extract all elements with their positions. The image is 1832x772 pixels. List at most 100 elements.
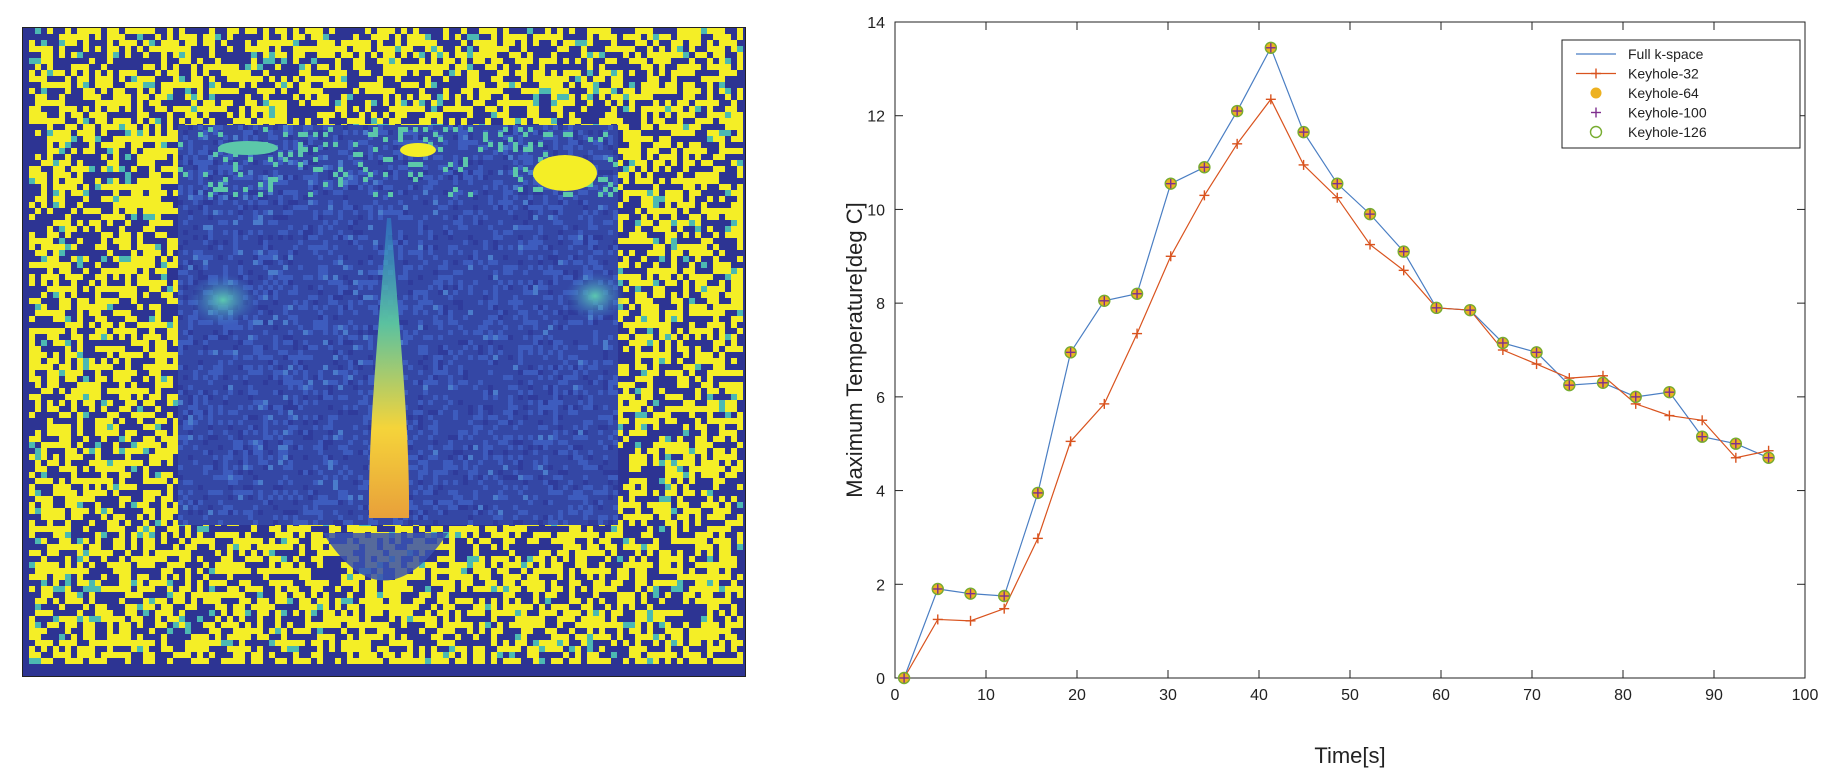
data-point	[1199, 190, 1210, 201]
data-point	[1697, 415, 1708, 426]
x-tick-label: 60	[1432, 687, 1450, 704]
data-point	[1298, 159, 1309, 170]
data-point	[1763, 452, 1774, 463]
data-point	[932, 583, 943, 594]
data-point	[1664, 387, 1675, 398]
mri-image	[23, 28, 745, 676]
legend-label: Keyhole-126	[1628, 124, 1707, 140]
right-blob	[565, 272, 625, 320]
data-point	[1265, 94, 1276, 105]
data-point	[1265, 42, 1276, 53]
top-center-hotspot	[400, 143, 436, 157]
data-point	[1430, 301, 1443, 315]
top-left-band	[218, 141, 278, 155]
y-tick-label: 14	[867, 15, 885, 32]
data-point	[1465, 305, 1476, 316]
y-tick-label: 0	[876, 671, 885, 688]
data-point	[999, 591, 1010, 601]
data-point	[1331, 177, 1344, 190]
data-point	[1164, 177, 1177, 190]
data-point	[897, 671, 911, 685]
data-point	[931, 582, 944, 596]
data-point	[1695, 430, 1709, 443]
top-right-hotspot	[533, 155, 597, 191]
data-point	[1664, 410, 1675, 421]
data-point	[932, 614, 943, 625]
legend-label: Keyhole-64	[1628, 85, 1699, 101]
series-layer	[897, 41, 1775, 685]
data-point	[1365, 209, 1376, 220]
data-point	[1232, 106, 1243, 117]
x-tick-label: 30	[1159, 687, 1177, 704]
data-point	[965, 588, 976, 599]
data-point	[1064, 346, 1077, 359]
data-point	[1232, 138, 1243, 149]
legend-label: Keyhole-100	[1628, 105, 1707, 121]
data-point	[1463, 303, 1477, 317]
data-point	[1365, 239, 1376, 250]
data-point	[1298, 127, 1309, 138]
data-point	[1264, 41, 1278, 54]
y-tick-label: 12	[867, 109, 885, 126]
y-tick-label: 4	[876, 484, 885, 501]
data-point	[1630, 391, 1641, 402]
data-point	[999, 603, 1010, 614]
data-point	[1530, 346, 1543, 359]
series-keyhole-126	[897, 41, 1775, 685]
data-point	[1398, 246, 1409, 257]
data-point	[965, 615, 976, 626]
data-point	[1663, 385, 1676, 399]
heating-plume	[368, 218, 410, 518]
data-point	[1563, 378, 1576, 392]
data-point	[1132, 288, 1143, 299]
data-point	[899, 673, 910, 683]
x-tick-label: 10	[977, 687, 995, 704]
data-point	[1099, 295, 1110, 306]
data-point	[1363, 207, 1377, 221]
y-tick-label: 6	[876, 390, 885, 407]
legend-label: Keyhole-32	[1628, 66, 1699, 82]
legend-label: Full k-space	[1628, 46, 1704, 62]
data-point	[1198, 161, 1211, 174]
data-point	[1130, 287, 1144, 300]
y-tick-label: 10	[867, 202, 885, 219]
legend-marker	[1590, 87, 1602, 99]
data-point	[1165, 178, 1176, 189]
data-point	[1398, 265, 1409, 276]
data-point	[1397, 245, 1410, 258]
data-point	[1531, 347, 1542, 358]
data-point	[1065, 436, 1076, 447]
data-point	[1531, 359, 1542, 370]
data-point	[1697, 431, 1708, 442]
data-point	[1332, 192, 1343, 203]
data-point	[1099, 398, 1110, 409]
series-keyhole-32	[899, 94, 1774, 683]
bottom-dome	[323, 533, 448, 581]
y-axis-title: Maximum Temperature[deg C]	[842, 202, 867, 498]
legend-marker	[1591, 68, 1601, 79]
left-blob	[189, 274, 257, 326]
temperature-line-chart: 0 10 20 30 40 50 60 70 80 90 100 0 2 4 6 8 10 12 14 Time[s…	[842, 15, 1818, 768]
legend-marker	[1591, 107, 1601, 118]
data-point	[1730, 452, 1741, 463]
legend: Full k-space Keyhole-32 Keyhole-64 Keyhole-…	[1561, 39, 1801, 149]
data-point	[1496, 336, 1510, 350]
x-tick-label: 90	[1705, 687, 1723, 704]
data-point	[1762, 451, 1775, 464]
data-point	[964, 587, 977, 600]
series-keyhole-100	[899, 42, 1774, 683]
x-axis-title: Time[s]	[1314, 743, 1385, 768]
x-tick-label: 80	[1614, 687, 1632, 704]
legend-marker	[1589, 125, 1603, 139]
x-tick-label: 20	[1068, 687, 1086, 704]
data-point	[1031, 486, 1045, 500]
y-tick-label: 2	[876, 577, 885, 594]
x-tick-label: 0	[891, 687, 900, 704]
data-point	[1165, 251, 1176, 262]
mri-temperature-map	[22, 27, 746, 677]
data-point	[1032, 533, 1043, 544]
data-point	[1597, 377, 1608, 388]
x-tick-label: 40	[1250, 687, 1268, 704]
data-point	[1032, 487, 1043, 498]
data-point	[1431, 302, 1442, 313]
